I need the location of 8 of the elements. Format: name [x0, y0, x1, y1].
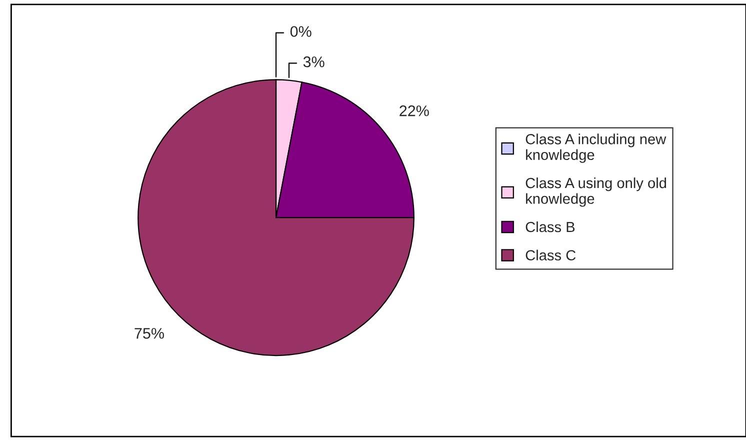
- data-label: 22%: [400, 105, 429, 116]
- data-label: 3%: [303, 56, 324, 68]
- legend-label: Class B: [526, 221, 575, 232]
- text: 0%: [290, 26, 312, 37]
- legend-label: Class A including new knowledge: [526, 134, 666, 163]
- data-label: 75%: [134, 328, 164, 339]
- legend-label: Class C: [526, 250, 576, 260]
- legend-label: Class A using only old knowledge: [526, 177, 666, 207]
